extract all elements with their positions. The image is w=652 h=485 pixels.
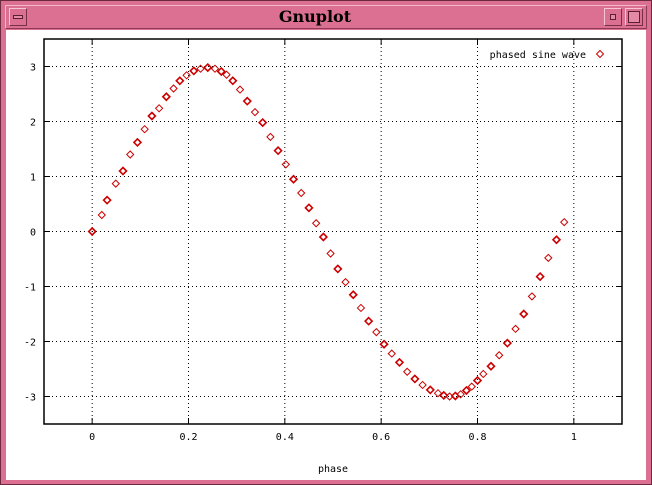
x-tick-label: 0 (89, 432, 95, 443)
data-point (132, 137, 143, 148)
x-tick-label: 0.4 (276, 432, 294, 443)
y-tick-label: -1 (24, 283, 36, 294)
data-point (118, 166, 128, 176)
data-point (288, 174, 299, 184)
data-point (273, 146, 283, 156)
grid (44, 39, 622, 424)
data-point (304, 203, 314, 213)
y-tick-label: 0 (30, 228, 36, 239)
plot-canvas: 0 0.2 0.4 0.6 0.8 1 -3 -2 -1 0 1 2 3 phased sine wav… (6, 30, 646, 480)
data-point (486, 361, 496, 371)
data-point (182, 71, 191, 80)
legend: phased sine wave (490, 49, 605, 61)
data-point (111, 179, 120, 188)
data-point (311, 219, 321, 228)
legend-label: phased sine wave (490, 50, 586, 61)
data-point (228, 76, 238, 86)
data-point (87, 226, 97, 237)
legend-marker (595, 49, 605, 59)
data-point (222, 70, 231, 79)
y-tick-label: -3 (24, 393, 36, 404)
data-point (250, 107, 260, 117)
data-point (147, 111, 157, 121)
chart: 0 0.2 0.4 0.6 0.8 1 -3 -2 -1 0 1 2 3 phased sine wav… (24, 38, 623, 475)
data-point (210, 64, 220, 73)
data-point (203, 62, 213, 73)
x-tick-label: 0.6 (372, 432, 390, 443)
data-point (544, 253, 553, 263)
ticks (44, 39, 622, 424)
data-point (559, 217, 569, 227)
window-title: Gnuplot (278, 7, 352, 26)
tick-labels: 0 0.2 0.4 0.6 0.8 1 -3 -2 -1 0 1 2 3 (24, 63, 577, 444)
data-point (297, 188, 306, 198)
data-point (126, 150, 135, 159)
minimize-icon (610, 14, 616, 20)
y-tick-label: 1 (30, 173, 36, 184)
x-tick-label: 0.2 (179, 432, 197, 443)
data-point (348, 290, 358, 300)
data-point (161, 92, 171, 102)
data-point (281, 160, 291, 169)
data-point (341, 277, 350, 287)
y-tick-label: 3 (30, 63, 36, 74)
data-point (242, 96, 252, 106)
minimize-button[interactable] (604, 8, 622, 26)
data-point (169, 84, 178, 93)
data-point (519, 309, 529, 319)
maximize-button[interactable] (625, 8, 643, 26)
data-point (372, 327, 381, 337)
data-point (439, 390, 449, 401)
data-point (154, 104, 164, 113)
data-point (326, 249, 335, 258)
data-point (196, 64, 205, 73)
data-point (175, 76, 185, 86)
data-point (418, 380, 427, 390)
window-menu-button[interactable] (9, 8, 27, 26)
data-point (502, 338, 512, 348)
x-tick-label: 1 (571, 432, 577, 443)
x-tick-label: 0.8 (468, 432, 486, 443)
data-point (216, 66, 226, 77)
data-point (511, 324, 520, 334)
data-point (402, 367, 412, 376)
data-point (410, 374, 420, 384)
data-point (494, 351, 504, 360)
data-point (551, 235, 562, 245)
data-point (333, 264, 343, 274)
data-point (266, 132, 275, 142)
data-point (235, 85, 245, 94)
y-tick-label: -2 (24, 338, 36, 349)
data-point (140, 124, 149, 134)
data-point (461, 385, 472, 396)
data-point (364, 316, 374, 326)
data-point (102, 195, 112, 205)
data-point (387, 349, 396, 358)
maximize-icon (628, 11, 640, 23)
data-point (356, 303, 366, 313)
y-tick-label: 2 (30, 118, 36, 129)
data-point (433, 388, 443, 398)
data-point (527, 292, 537, 301)
data-point (456, 390, 465, 399)
data-point (318, 232, 328, 242)
data-point (189, 66, 199, 76)
data-point (535, 271, 545, 282)
title-bar[interactable]: Gnuplot (5, 5, 647, 29)
x-axis-label: phase (318, 464, 348, 475)
data-point (394, 357, 405, 368)
data-point (425, 385, 435, 395)
window-menu-icon (13, 15, 23, 19)
data-point (472, 375, 483, 386)
data-point (467, 382, 476, 391)
data-point (258, 117, 268, 128)
data-points (87, 62, 569, 401)
data-point (97, 210, 107, 220)
data-point (379, 339, 389, 349)
data-point (479, 369, 488, 379)
